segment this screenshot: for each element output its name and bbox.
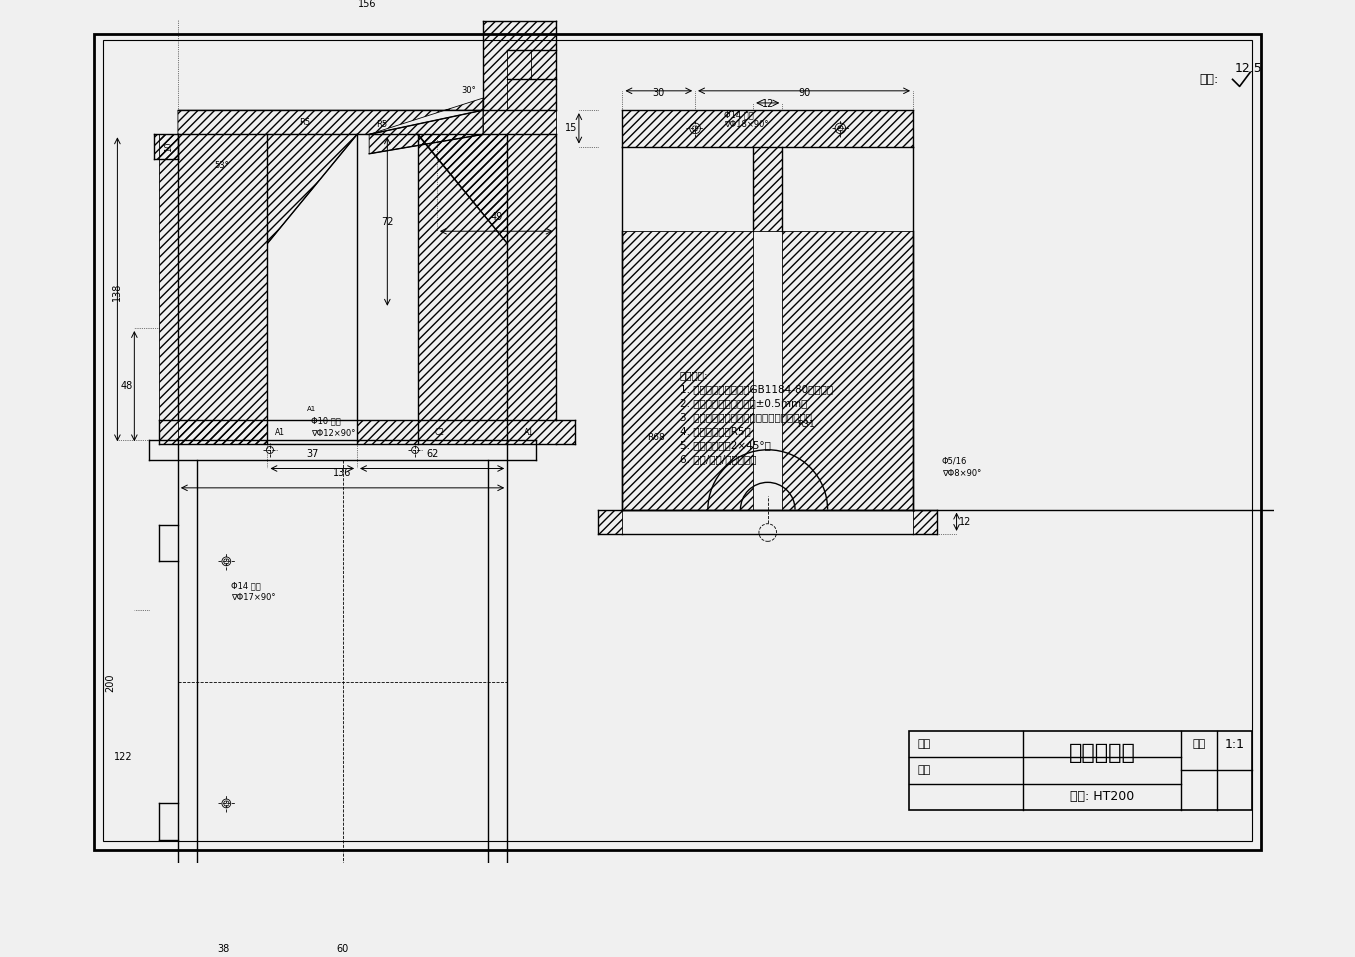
- Text: Φ10 贯穿: Φ10 贯穿: [312, 416, 341, 426]
- Text: 其余:: 其余:: [1199, 73, 1218, 86]
- Text: ∇Φ8×90°: ∇Φ8×90°: [942, 469, 981, 478]
- Text: 200: 200: [106, 673, 115, 692]
- Text: 62: 62: [425, 449, 438, 458]
- Text: 3. 铸件公差带对称于毛坯铸件基本尺寸配置。: 3. 铸件公差带对称于毛坯铸件基本尺寸配置。: [680, 412, 812, 422]
- Text: 48: 48: [121, 381, 133, 391]
- Text: 1:1: 1:1: [1225, 738, 1244, 750]
- Text: 12: 12: [959, 517, 972, 526]
- Text: 37: 37: [306, 449, 318, 458]
- Text: R5: R5: [299, 118, 310, 126]
- Text: 减速机上盖: 减速机上盖: [1069, 743, 1135, 763]
- Text: Φ14 贯穿: Φ14 贯穿: [232, 581, 262, 590]
- Bar: [909, 731, 1252, 810]
- Text: Φ5/16: Φ5/16: [942, 456, 967, 466]
- Text: 5. 未注倒角均为2×45°。: 5. 未注倒角均为2×45°。: [680, 440, 771, 451]
- Text: 12.5: 12.5: [1234, 62, 1262, 75]
- Text: R31: R31: [798, 420, 816, 430]
- Text: R68: R68: [648, 433, 665, 441]
- Text: ∇Φ17×90°: ∇Φ17×90°: [232, 593, 275, 602]
- Text: 156: 156: [358, 0, 375, 9]
- Text: Φ14 贯穿: Φ14 贯穿: [724, 110, 753, 120]
- Text: 136: 136: [333, 468, 352, 478]
- Text: 138: 138: [112, 282, 122, 301]
- Text: 30°: 30°: [461, 86, 476, 96]
- Text: A1: A1: [275, 428, 285, 436]
- Text: C2: C2: [435, 428, 444, 436]
- Text: 72: 72: [381, 216, 393, 227]
- Text: 10: 10: [164, 142, 172, 152]
- Text: 38: 38: [218, 944, 230, 953]
- Text: 49: 49: [491, 211, 503, 222]
- Text: 90: 90: [798, 88, 810, 98]
- Text: 30: 30: [653, 88, 665, 98]
- Text: A1: A1: [524, 428, 534, 436]
- Text: 制图: 制图: [917, 739, 931, 749]
- Text: 6. 锐角/尖角/锐边倒钝。: 6. 锐角/尖角/锐边倒钝。: [680, 455, 756, 464]
- Text: 审核: 审核: [917, 766, 931, 775]
- Text: 4. 未注圆角半径R5。: 4. 未注圆角半径R5。: [680, 426, 751, 436]
- Text: A1: A1: [306, 406, 316, 412]
- Text: ∇Φ12×90°: ∇Φ12×90°: [312, 429, 355, 437]
- Text: 1. 未注形状公差应符合GB1184-80的要求。: 1. 未注形状公差应符合GB1184-80的要求。: [680, 384, 833, 394]
- Text: 122: 122: [114, 752, 133, 763]
- Text: 材料: HT200: 材料: HT200: [1070, 790, 1134, 803]
- Text: 60: 60: [336, 944, 348, 953]
- Text: ∇Φ18×90°: ∇Φ18×90°: [724, 121, 768, 129]
- Text: 2. 未注长度尺寸允许偏差±0.5mm。: 2. 未注长度尺寸允许偏差±0.5mm。: [680, 398, 808, 408]
- Text: R5: R5: [377, 121, 388, 129]
- Text: 53°: 53°: [214, 162, 229, 170]
- Text: 技术要求:: 技术要求:: [680, 370, 709, 380]
- Text: 比例: 比例: [1192, 739, 1206, 749]
- Text: 15: 15: [565, 123, 577, 133]
- Text: 12: 12: [762, 99, 774, 109]
